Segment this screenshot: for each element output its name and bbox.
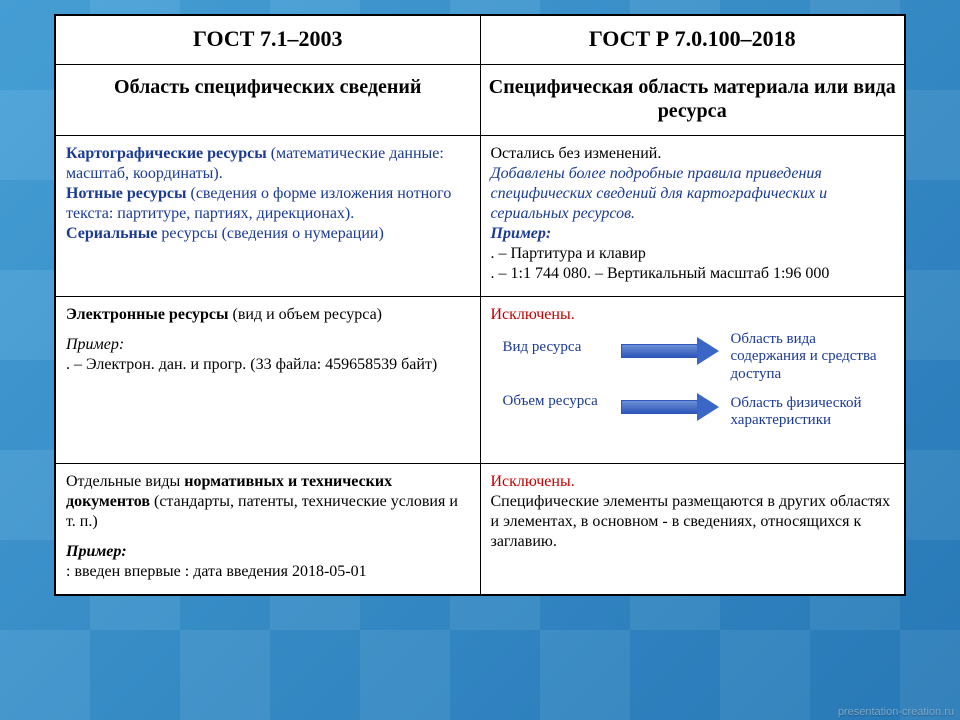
flow-source-1: Вид ресурса [503, 339, 613, 356]
row3-right: Исключены. Специфические элементы размещ… [480, 464, 905, 595]
table-row: Электронные ресурсы (вид и объем ресурса… [56, 297, 905, 464]
row2-right: Исключены. Вид ресурса Объем ресурса Обл… [480, 297, 905, 464]
r1l-p2-bold: Нотные ресурсы [66, 185, 186, 202]
r3l-l3: : введен впервые : дата введения 2018-05… [66, 562, 470, 582]
r1l-p1-bold: Картографические ресурсы [66, 145, 267, 162]
comparison-table: ГОСТ 7.1–2003 ГОСТ Р 7.0.100–2018 Област… [55, 15, 905, 595]
r1r-line1: Остались без изменений. [491, 144, 895, 164]
r1r-line2: Добавлены более подробные правила привед… [491, 164, 895, 224]
header-row: ГОСТ 7.1–2003 ГОСТ Р 7.0.100–2018 [56, 16, 905, 65]
flow-dest-1: Область вида содержания и средства досту… [731, 331, 891, 383]
r1r-ex2: . – 1:1 744 080. – Вертикальный масштаб … [491, 264, 895, 284]
arrow-icon [621, 337, 721, 365]
r3r-text: Специфические элементы размещаются в дру… [491, 492, 895, 552]
row2-left: Электронные ресурсы (вид и объем ресурса… [56, 297, 481, 464]
flow-source-2: Объем ресурса [503, 393, 613, 410]
comparison-table-card: ГОСТ 7.1–2003 ГОСТ Р 7.0.100–2018 Област… [54, 14, 906, 596]
r2l-l2: Пример: [66, 335, 470, 355]
r2l-l3: . – Электрон. дан. и прогр. (33 файла: 4… [66, 355, 470, 375]
r1r-line3: Пример: [491, 224, 895, 244]
r2l-l1b: Электронные ресурсы [66, 306, 229, 323]
table-row: Отдельные виды нормативных и технических… [56, 464, 905, 595]
row1-right: Остались без изменений. Добавлены более … [480, 136, 905, 297]
subheader-row: Область специфических сведений Специфиче… [56, 65, 905, 136]
row3-left: Отдельные виды нормативных и технических… [56, 464, 481, 595]
r3r-heading: Исключены. [491, 472, 895, 492]
row1-left: Картографические ресурсы (математические… [56, 136, 481, 297]
header-left: ГОСТ 7.1–2003 [56, 16, 481, 65]
subheader-left: Область специфических сведений [56, 65, 481, 136]
r2r-heading: Исключены. [491, 305, 895, 325]
r1l-p3-rest: ресурсы (сведения о нумерации) [157, 225, 383, 242]
subheader-right: Специфическая область материала или вида… [480, 65, 905, 136]
r1r-ex1: . – Партитура и клавир [491, 244, 895, 264]
r2l-l1r: (вид и объем ресурса) [229, 306, 383, 323]
flow-dest-2: Область физической характеристики [731, 395, 891, 430]
watermark: presentation-creation.ru [838, 706, 954, 718]
arrow-icon [621, 393, 721, 421]
header-right: ГОСТ Р 7.0.100–2018 [480, 16, 905, 65]
r1l-p3-bold: Сериальные [66, 225, 157, 242]
table-row: Картографические ресурсы (математические… [56, 136, 905, 297]
r3l-l1a: Отдельные виды [66, 473, 184, 490]
r3l-l2: Пример: [66, 542, 470, 562]
flow-diagram: Вид ресурса Объем ресурса Область вида с… [491, 331, 895, 451]
